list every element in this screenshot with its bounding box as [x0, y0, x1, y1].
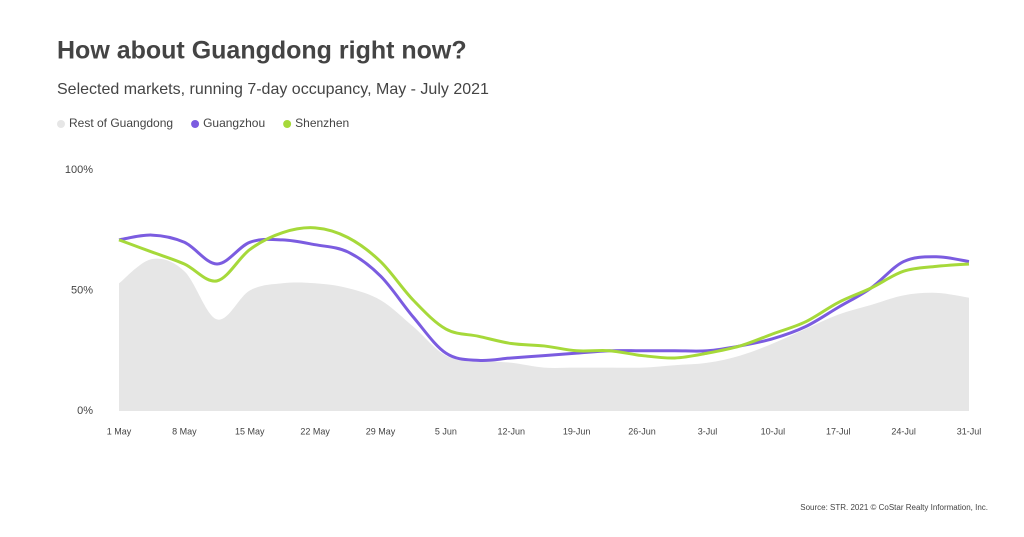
x-tick-label: 1 May: [107, 426, 132, 436]
line: [118, 233, 970, 363]
x-tick-label: 22 May: [300, 426, 330, 436]
y-tick-label: 100%: [65, 164, 93, 176]
x-tick-label: 26-Jun: [628, 426, 656, 436]
x-tick-label: 31-Jul: [957, 426, 982, 436]
legend-label: Shenzhen: [295, 116, 349, 130]
x-tick-label: 3-Jul: [698, 426, 718, 436]
area: [119, 258, 969, 411]
x-tick-label: 10-Jul: [761, 426, 786, 436]
legend-label: Rest of Guangdong: [69, 116, 173, 130]
x-tick-label: 5 Jun: [435, 426, 457, 436]
legend-marker: [191, 120, 200, 128]
y-tick-label: 50%: [71, 284, 93, 296]
x-tick-label: 24-Jul: [891, 426, 916, 436]
x-tick-label: 29 May: [366, 426, 396, 436]
chart-title: How about Guangdong right now?: [57, 37, 467, 65]
source-note: Source: STR. 2021 © CoStar Realty Inform…: [800, 503, 988, 512]
x-tick-label: 15 May: [235, 426, 265, 436]
x-tick-label: 19-Jun: [563, 426, 591, 436]
legend-label: Guangzhou: [203, 116, 265, 130]
chart-subtitle: Selected markets, running 7-day occupanc…: [57, 81, 489, 98]
line: [118, 226, 970, 360]
x-tick-label: 8 May: [172, 426, 197, 436]
x-tick-label: 17-Jul: [826, 426, 851, 436]
legend-marker: [283, 120, 292, 128]
legend-marker: [57, 120, 65, 128]
x-tick-label: 12-Jun: [498, 426, 526, 436]
y-tick-label: 0%: [77, 405, 93, 417]
